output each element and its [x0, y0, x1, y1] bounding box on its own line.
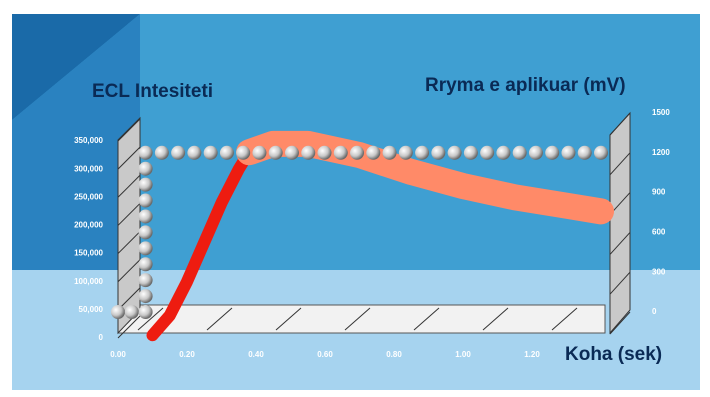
bead — [350, 146, 364, 160]
chart: ECL Intesiteti Rryma e aplikuar (mV) Koh… — [0, 0, 710, 397]
bead — [318, 146, 332, 160]
y-tick-label: 0 — [99, 333, 104, 342]
bead — [125, 305, 139, 319]
x-tick-label: 0.00 — [110, 350, 126, 359]
bead — [399, 146, 413, 160]
bead — [139, 289, 153, 303]
y2-tick-label: 900 — [652, 188, 666, 197]
bead — [578, 146, 592, 160]
bead — [383, 146, 397, 160]
bead — [139, 178, 153, 192]
bead — [334, 146, 348, 160]
bead — [431, 146, 445, 160]
bead — [366, 146, 380, 160]
y-tick-label: 50,000 — [79, 305, 104, 314]
x-tick-label: 0.60 — [317, 350, 333, 359]
y-tick-label: 250,000 — [74, 192, 103, 201]
bead — [252, 146, 266, 160]
bead — [204, 146, 218, 160]
bead — [139, 194, 153, 208]
bead — [496, 146, 510, 160]
x-tick-label: 1.20 — [524, 350, 540, 359]
bead — [139, 146, 153, 160]
y-tick-label: 200,000 — [74, 221, 103, 230]
left-title: ECL Intesiteti — [92, 81, 213, 102]
bead — [301, 146, 315, 160]
bead — [139, 273, 153, 287]
bead — [464, 146, 478, 160]
bead — [415, 146, 429, 160]
bead — [220, 146, 234, 160]
bead — [545, 146, 559, 160]
y-tick-label: 100,000 — [74, 277, 103, 286]
y2-tick-label: 600 — [652, 228, 666, 237]
x-tick-label: 0.20 — [179, 350, 195, 359]
bead — [139, 305, 153, 319]
y-tick-label: 300,000 — [74, 164, 103, 173]
bead — [139, 162, 153, 176]
bead — [561, 146, 575, 160]
x-tick-label: 0.40 — [248, 350, 264, 359]
bead — [139, 225, 153, 239]
bead — [236, 146, 250, 160]
right-wall — [610, 113, 630, 333]
floor — [118, 305, 605, 333]
x-tick-label: 1.00 — [455, 350, 471, 359]
y2-tick-label: 1200 — [652, 148, 670, 157]
y-tick-label: 350,000 — [74, 136, 103, 145]
bead — [269, 146, 283, 160]
bead — [139, 241, 153, 255]
bead — [171, 146, 185, 160]
y2-tick-label: 300 — [652, 267, 666, 276]
bead — [111, 305, 125, 319]
bead — [480, 146, 494, 160]
bead — [513, 146, 527, 160]
right-title: Rryma e aplikuar (mV) — [425, 75, 626, 96]
bead — [139, 257, 153, 271]
bead — [139, 209, 153, 223]
y2-tick-label: 0 — [652, 307, 657, 316]
y2-tick-label: 1500 — [652, 108, 670, 117]
bead — [594, 146, 608, 160]
bead — [448, 146, 462, 160]
bead — [529, 146, 543, 160]
y-tick-label: 150,000 — [74, 249, 103, 258]
x-title: Koha (sek) — [565, 344, 662, 365]
x-tick-label: 0.80 — [386, 350, 402, 359]
bead — [187, 146, 201, 160]
bead — [285, 146, 299, 160]
bead — [155, 146, 169, 160]
